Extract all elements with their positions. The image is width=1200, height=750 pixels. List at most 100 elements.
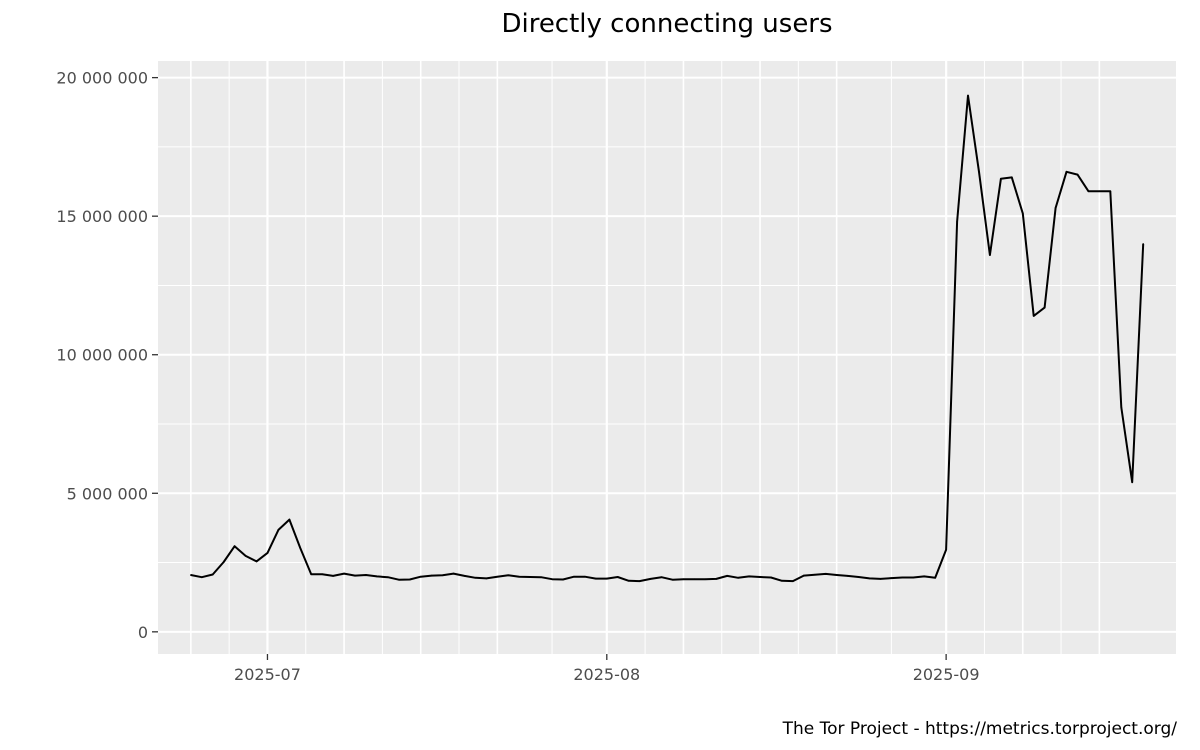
data-point bbox=[649, 578, 652, 580]
y-tick-label: 20 000 000 bbox=[56, 69, 148, 88]
x-axis: 2025-07 2025-08 2025-09 bbox=[234, 654, 980, 684]
data-point bbox=[1043, 306, 1046, 309]
data-point bbox=[573, 575, 575, 578]
data-point bbox=[354, 574, 356, 577]
data-point bbox=[715, 578, 718, 580]
data-point bbox=[1022, 212, 1024, 215]
data-point bbox=[518, 575, 520, 578]
data-point bbox=[332, 575, 334, 577]
data-point bbox=[967, 94, 969, 97]
data-point bbox=[584, 575, 586, 578]
data-point bbox=[1054, 207, 1057, 209]
data-point bbox=[551, 578, 553, 580]
chart-caption: The Tor Project - https://metrics.torpro… bbox=[782, 719, 1178, 739]
data-point bbox=[1065, 171, 1068, 173]
data-point bbox=[222, 561, 225, 563]
data-point bbox=[441, 574, 444, 577]
data-point bbox=[562, 578, 564, 581]
data-point bbox=[835, 574, 838, 576]
data-point bbox=[398, 578, 400, 581]
major-x-gridlines bbox=[190, 61, 1101, 654]
data-point bbox=[978, 171, 980, 173]
data-point bbox=[288, 518, 291, 521]
data-point bbox=[846, 575, 849, 577]
series-group bbox=[190, 94, 1145, 583]
data-point bbox=[321, 573, 324, 575]
data-point bbox=[704, 578, 707, 580]
data-point bbox=[1000, 178, 1002, 180]
y-tick-label: 15 000 000 bbox=[56, 207, 148, 226]
data-point bbox=[638, 580, 641, 582]
data-point bbox=[814, 573, 816, 576]
major-y-gridlines bbox=[158, 76, 1176, 633]
data-point bbox=[419, 575, 422, 578]
y-tick-label: 10 000 000 bbox=[56, 346, 148, 365]
minor-x-gridlines bbox=[228, 61, 1062, 654]
data-point bbox=[759, 576, 761, 578]
data-point bbox=[803, 574, 805, 577]
data-point bbox=[792, 580, 794, 582]
data-point bbox=[310, 573, 313, 575]
data-point bbox=[923, 575, 925, 578]
data-point bbox=[299, 547, 302, 549]
data-point bbox=[770, 576, 772, 579]
data-point bbox=[824, 573, 827, 575]
x-tick-label: 2025-07 bbox=[234, 665, 301, 684]
series-line bbox=[190, 94, 1145, 583]
data-point bbox=[201, 576, 203, 578]
data-point bbox=[409, 578, 411, 581]
data-point bbox=[211, 573, 214, 576]
data-point bbox=[868, 577, 871, 580]
plot-panel bbox=[158, 61, 1176, 654]
data-point bbox=[474, 577, 477, 579]
data-point bbox=[660, 576, 663, 578]
data-point bbox=[781, 580, 783, 582]
data-point bbox=[956, 220, 958, 223]
chart-title: Directly connecting users bbox=[501, 9, 832, 39]
minor-y-gridlines bbox=[158, 146, 1176, 564]
data-point bbox=[682, 578, 685, 580]
data-point bbox=[1076, 173, 1079, 176]
data-point bbox=[387, 576, 389, 578]
data-point bbox=[496, 575, 499, 578]
data-point bbox=[1142, 243, 1144, 245]
data-point bbox=[463, 575, 466, 577]
data-point bbox=[376, 575, 378, 578]
y-tick-label: 5 000 000 bbox=[67, 484, 148, 503]
data-point bbox=[343, 572, 345, 575]
data-point bbox=[430, 574, 433, 577]
data-point bbox=[1087, 190, 1090, 192]
data-point bbox=[1120, 406, 1123, 409]
data-point bbox=[671, 578, 674, 581]
data-point bbox=[244, 555, 247, 557]
data-point bbox=[277, 529, 280, 531]
data-point bbox=[255, 560, 258, 563]
data-point bbox=[452, 572, 455, 575]
data-point bbox=[912, 576, 915, 579]
data-point bbox=[945, 549, 947, 551]
data-point bbox=[726, 575, 728, 577]
y-axis: 0 5 000 000 10 000 000 15 000 000 20 000 000 bbox=[56, 69, 158, 642]
data-point bbox=[934, 577, 936, 579]
data-point bbox=[1032, 315, 1035, 317]
data-point bbox=[737, 577, 739, 579]
data-point bbox=[616, 576, 619, 578]
data-point bbox=[890, 577, 893, 579]
data-point bbox=[365, 574, 367, 576]
data-point bbox=[693, 578, 696, 580]
data-point bbox=[879, 578, 882, 580]
x-tick-label: 2025-08 bbox=[573, 665, 640, 684]
data-point bbox=[529, 576, 531, 578]
data-point bbox=[857, 576, 860, 578]
data-point bbox=[266, 552, 269, 554]
data-point bbox=[233, 545, 236, 547]
data-point bbox=[190, 574, 192, 576]
x-tick-label: 2025-09 bbox=[913, 665, 980, 684]
y-tick-label: 0 bbox=[138, 623, 148, 642]
data-point bbox=[595, 577, 597, 580]
data-point bbox=[1098, 190, 1101, 192]
data-point bbox=[1131, 481, 1133, 484]
data-point bbox=[606, 577, 608, 580]
data-point bbox=[627, 580, 630, 582]
